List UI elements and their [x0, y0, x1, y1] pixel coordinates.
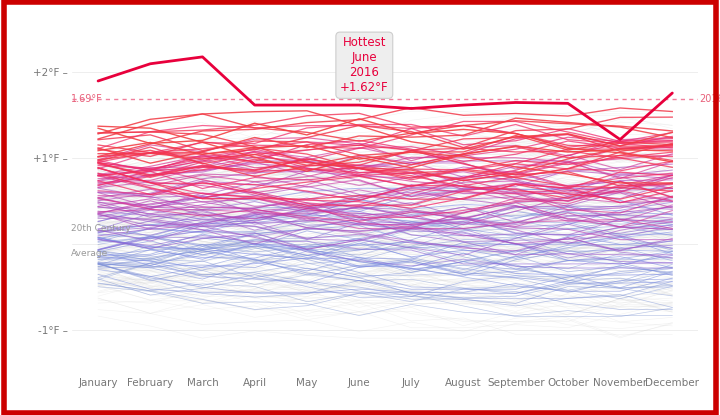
Text: Average: Average [71, 249, 108, 258]
Text: 1.69°F: 1.69°F [71, 94, 103, 104]
Text: 2016: 2016 [699, 94, 720, 104]
Text: 20th Century: 20th Century [71, 224, 131, 233]
Text: Hottest
June
2016
+1.62°F: Hottest June 2016 +1.62°F [340, 36, 389, 102]
